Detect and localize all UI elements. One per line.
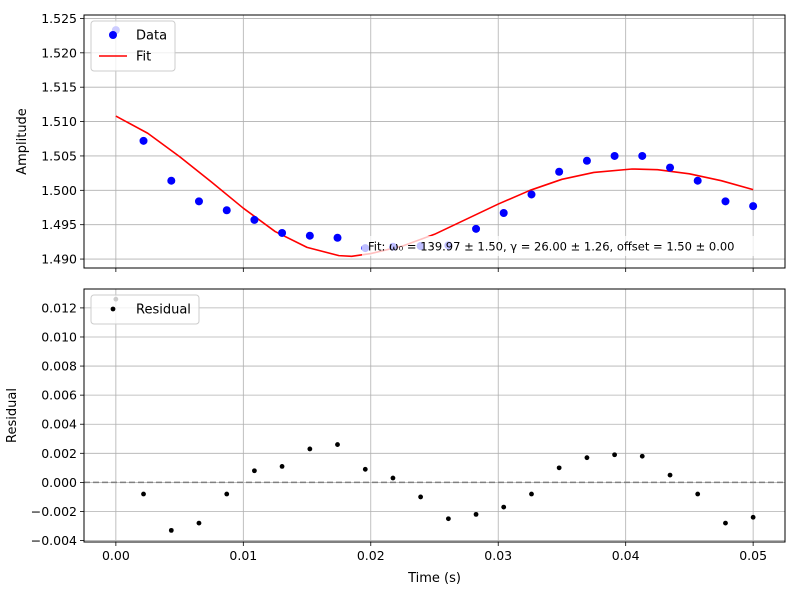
residual-point xyxy=(529,491,534,497)
residual-point xyxy=(639,453,645,459)
residual-point xyxy=(445,516,451,522)
y-tick-label: −0.004 xyxy=(31,533,77,548)
residual-axes-frame xyxy=(83,288,786,543)
residual-point xyxy=(141,491,146,497)
y-tick-label: 0.000 xyxy=(41,475,77,490)
residual-point xyxy=(723,520,728,526)
legend-label: Residual xyxy=(136,303,191,318)
amplitude-panel: Fit: ω₀ = 139.97 ± 1.50, γ = 26.00 ± 1.2… xyxy=(15,11,786,272)
legend-label: Fit xyxy=(136,50,151,65)
residual-point xyxy=(335,442,340,447)
y-tick-label: 1.520 xyxy=(41,45,77,60)
y-tick-label: 0.004 xyxy=(41,417,77,432)
residual-point xyxy=(473,511,479,517)
data-point xyxy=(638,151,647,160)
y-tick-label: 1.490 xyxy=(41,252,77,267)
data-point xyxy=(721,197,730,206)
residual-panel: 0.00 0.01 0.02 0.03 0.04 0.05 −0.004 −0.002 0.00… xyxy=(5,288,786,586)
data-point xyxy=(250,215,259,224)
residual-point xyxy=(695,491,701,497)
time-x-label: Time (s) xyxy=(407,571,461,586)
amplitude-y-label: Amplitude xyxy=(15,108,30,175)
x-tick-label: 0.04 xyxy=(612,548,640,563)
y-tick-label: 1.525 xyxy=(41,11,77,26)
data-point xyxy=(194,197,203,206)
y-tick-label: 0.012 xyxy=(41,300,77,315)
residual-point xyxy=(362,466,368,472)
residual-legend: Residual xyxy=(90,294,200,325)
y-tick-label: 1.505 xyxy=(41,148,77,163)
y-tick-label: −0.002 xyxy=(31,504,77,519)
data-point xyxy=(582,156,591,165)
y-tick-label: 1.500 xyxy=(41,183,77,198)
residual-y-label: Residual xyxy=(5,388,20,443)
residual-points-layer xyxy=(113,296,756,533)
data-point xyxy=(666,163,675,172)
legend-point-marker xyxy=(110,306,116,312)
residual-point xyxy=(390,475,396,481)
data-point xyxy=(167,176,176,185)
residual-point xyxy=(612,452,617,458)
residual-point xyxy=(584,455,590,461)
legend-box xyxy=(90,294,200,325)
annotation-background xyxy=(362,236,754,256)
amplitude-legend: Data Fit xyxy=(90,20,176,72)
x-tick-label: 0.02 xyxy=(357,548,385,563)
data-point xyxy=(222,206,231,215)
y-tick-label: 1.510 xyxy=(41,114,77,129)
residual-point xyxy=(196,520,202,526)
data-point xyxy=(278,228,287,237)
data-point xyxy=(610,151,619,160)
y-tick-label: 0.008 xyxy=(41,359,77,374)
y-tick-label: 0.006 xyxy=(41,388,77,403)
residual-ticks: 0.00 0.01 0.02 0.03 0.04 0.05 −0.004 −0.002 0.00… xyxy=(31,300,767,563)
residual-point xyxy=(307,446,313,452)
residual-point xyxy=(252,468,257,474)
data-point xyxy=(472,224,481,233)
data-point xyxy=(333,233,342,242)
amplitude-axes-frame xyxy=(83,14,786,269)
residual-point xyxy=(418,494,424,500)
residual-grid xyxy=(84,289,785,542)
x-tick-label: 0.01 xyxy=(229,548,257,563)
amplitude-ticks: 1.490 1.495 1.500 1.505 1.510 1.515 1.520 1.525 xyxy=(41,11,754,272)
y-tick-label: 1.495 xyxy=(41,217,77,232)
legend-point-marker xyxy=(109,31,117,39)
residual-point xyxy=(224,491,230,497)
residual-point xyxy=(750,514,756,520)
data-point xyxy=(749,202,758,211)
residual-point xyxy=(168,527,174,533)
x-tick-label: 0.00 xyxy=(102,548,130,563)
data-point xyxy=(555,167,564,176)
y-tick-label: 1.515 xyxy=(41,80,77,95)
data-point xyxy=(139,136,148,145)
residual-point xyxy=(556,465,562,471)
data-point xyxy=(305,231,314,240)
legend-label: Data xyxy=(136,29,167,44)
residual-point xyxy=(667,472,673,478)
x-tick-label: 0.05 xyxy=(739,548,767,563)
fit-annotation-layer: Fit: ω₀ = 139.97 ± 1.50, γ = 26.00 ± 1.2… xyxy=(362,236,754,256)
data-point xyxy=(499,209,508,217)
residual-point xyxy=(501,504,507,510)
fit-annotation: Fit: ω₀ = 139.97 ± 1.50, γ = 26.00 ± 1.2… xyxy=(368,240,734,254)
amplitude-grid xyxy=(84,15,785,268)
data-point xyxy=(693,176,702,185)
residual-point xyxy=(279,463,285,469)
y-tick-label: 0.002 xyxy=(41,446,77,461)
x-tick-label: 0.03 xyxy=(484,548,512,563)
y-tick-label: 0.010 xyxy=(41,329,77,344)
data-point xyxy=(527,190,536,199)
